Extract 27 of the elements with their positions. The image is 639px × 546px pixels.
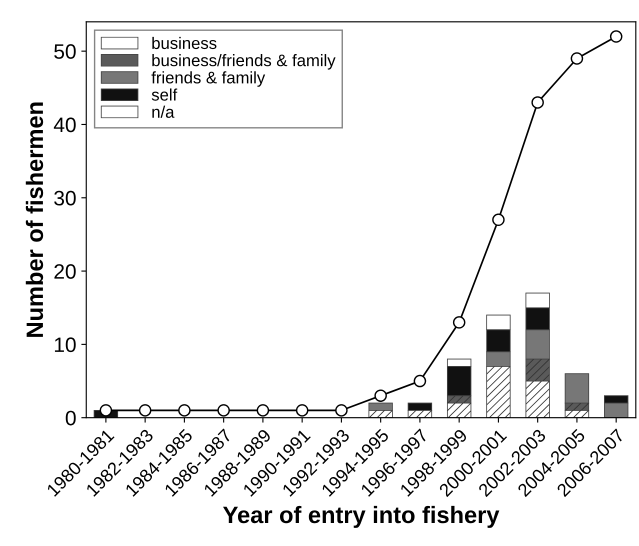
y-axis-title: Number of fishermen [26, 102, 44, 337]
point [100, 404, 112, 417]
point [335, 404, 348, 417]
point [178, 404, 191, 417]
x-axis-title: Year of entry into fishery [223, 506, 500, 528]
y-tick-label: 40 [54, 117, 76, 132]
point [570, 52, 584, 65]
y-tick-label: 30 [54, 190, 76, 206]
point [256, 404, 270, 417]
y-tick-label: 20 [54, 264, 76, 279]
point [531, 96, 544, 109]
legend-label: friends & family [152, 71, 266, 87]
legend-label: business [152, 36, 216, 50]
legend-label: n/a [152, 106, 174, 118]
y-tick-label: 10 [54, 337, 76, 352]
y-tick-label: 0 [66, 410, 76, 426]
legend-label: self [152, 88, 178, 101]
point [296, 404, 308, 417]
point [452, 316, 466, 329]
point [610, 30, 622, 43]
point [217, 404, 230, 417]
y-tick-label: 50 [54, 44, 76, 59]
point [414, 374, 426, 388]
legend-label: business/friends & family [152, 54, 336, 70]
point [492, 214, 505, 226]
point [374, 389, 387, 402]
point [138, 404, 152, 417]
